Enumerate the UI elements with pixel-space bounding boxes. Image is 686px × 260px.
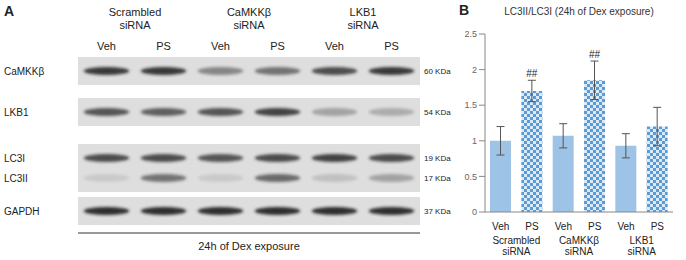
svg-text:CaMKKβ: CaMKKβ — [4, 66, 44, 77]
svg-text:siRNA: siRNA — [502, 246, 531, 257]
svg-text:2: 2 — [472, 65, 477, 75]
svg-text:2.5: 2.5 — [464, 29, 477, 39]
svg-text:PS: PS — [156, 40, 171, 52]
svg-text:LC3I: LC3I — [4, 153, 25, 164]
svg-text:##: ## — [589, 49, 601, 60]
svg-text:siRNA: siRNA — [627, 246, 656, 257]
svg-text:1: 1 — [472, 136, 477, 146]
svg-text:siRNA: siRNA — [233, 19, 265, 31]
html-text:B: B — [459, 2, 470, 18]
svg-text:PS: PS — [384, 40, 399, 52]
svg-text:##: ## — [526, 68, 538, 79]
svg-text:LKB1: LKB1 — [629, 235, 654, 246]
svg-text:LKB1: LKB1 — [4, 107, 29, 118]
svg-text:PS: PS — [525, 221, 539, 232]
svg-text:GAPDH: GAPDH — [4, 206, 40, 217]
html-text:LC3II/LC3I (24h of Dex exposur: LC3II/LC3I (24h of Dex exposure) — [504, 6, 654, 17]
svg-text:Veh: Veh — [211, 40, 230, 52]
svg-text:LC3II: LC3II — [4, 173, 28, 184]
svg-text:17 KDa: 17 KDa — [424, 174, 451, 183]
svg-text:60 KDa: 60 KDa — [424, 67, 451, 76]
svg-text:LKB1: LKB1 — [350, 6, 377, 18]
svg-text:PS: PS — [651, 221, 665, 232]
svg-text:Veh: Veh — [555, 221, 572, 232]
svg-text:siRNA: siRNA — [565, 246, 594, 257]
svg-text:Veh: Veh — [325, 40, 344, 52]
svg-text:19 KDa: 19 KDa — [424, 154, 451, 163]
svg-text:0.5: 0.5 — [464, 172, 477, 182]
svg-text:siRNA: siRNA — [119, 19, 151, 31]
svg-text:1.5: 1.5 — [464, 100, 477, 110]
svg-text:0: 0 — [472, 207, 477, 217]
svg-text:24h of Dex exposure: 24h of Dex exposure — [198, 240, 300, 252]
svg-text:CaMKKβ: CaMKKβ — [227, 6, 271, 18]
svg-text:PS: PS — [588, 221, 602, 232]
svg-text:37 KDa: 37 KDa — [424, 207, 451, 216]
svg-text:54 KDa: 54 KDa — [424, 108, 451, 117]
svg-text:CaMKKβ: CaMKKβ — [559, 235, 599, 246]
svg-text:Veh: Veh — [492, 221, 509, 232]
svg-text:A: A — [4, 3, 14, 19]
svg-text:PS: PS — [270, 40, 285, 52]
svg-text:Scrambled: Scrambled — [492, 235, 540, 246]
svg-text:Veh: Veh — [617, 221, 634, 232]
svg-text:Veh: Veh — [97, 40, 116, 52]
svg-text:Scrambled: Scrambled — [109, 6, 162, 18]
svg-text:siRNA: siRNA — [347, 19, 379, 31]
